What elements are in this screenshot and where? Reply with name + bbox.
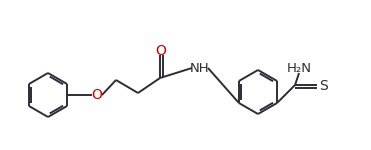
Text: O: O: [155, 44, 167, 58]
Text: O: O: [92, 88, 102, 102]
Text: H₂N: H₂N: [286, 63, 312, 75]
Text: NH: NH: [190, 61, 210, 75]
Text: S: S: [319, 79, 328, 93]
